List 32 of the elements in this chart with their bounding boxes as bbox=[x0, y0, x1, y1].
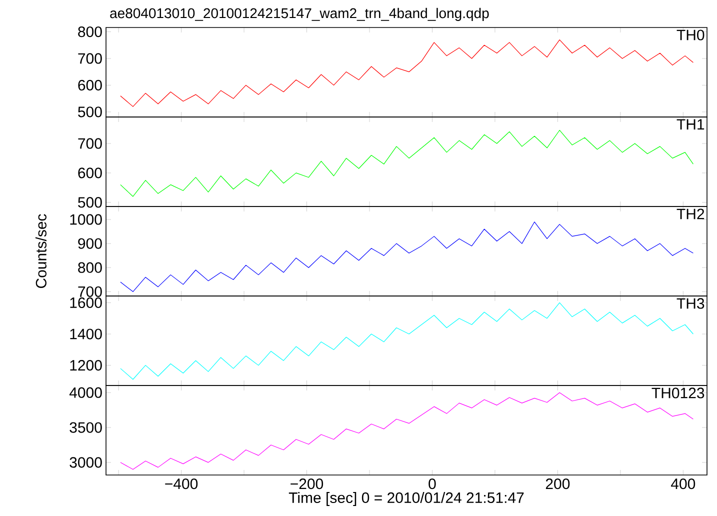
series-label: TH2 bbox=[676, 208, 704, 220]
series-label: TH3 bbox=[676, 298, 704, 309]
series-label: TH0123 bbox=[652, 388, 704, 398]
y-tick-label: 500 bbox=[78, 106, 102, 118]
x-tick-label: −200 bbox=[290, 478, 324, 490]
series-label: TH0 bbox=[676, 30, 704, 40]
y-tick-label: 700 bbox=[78, 53, 102, 64]
x-tick-label: 0 bbox=[428, 478, 436, 490]
y-tick-label: 600 bbox=[78, 168, 102, 178]
series-label: TH1 bbox=[676, 119, 704, 130]
y-tick-label: 700 bbox=[78, 138, 102, 149]
line-series bbox=[120, 39, 694, 107]
y-tick-label: 1600 bbox=[70, 297, 102, 308]
y-tick-label: 3000 bbox=[70, 457, 102, 468]
line-series bbox=[120, 222, 694, 292]
y-tick-label: 1400 bbox=[70, 328, 102, 340]
y-tick-label: 800 bbox=[78, 262, 102, 273]
y-tick-label: 3500 bbox=[70, 422, 102, 433]
y-tick-label: 900 bbox=[78, 238, 102, 249]
y-tick-label: 800 bbox=[78, 26, 102, 38]
y-tick-label: 500 bbox=[78, 197, 102, 208]
y-tick-label: 4000 bbox=[69, 387, 102, 398]
x-tick-label: −400 bbox=[165, 478, 198, 490]
x-tick-label: 400 bbox=[670, 478, 696, 490]
y-tick-label: 600 bbox=[78, 80, 102, 90]
y-tick-label: 700 bbox=[78, 286, 102, 297]
y-tick-label: 1200 bbox=[70, 360, 102, 371]
y-tick-label: 1000 bbox=[70, 214, 102, 225]
x-axis-title: Time [sec] 0 = 2010/01/24 21:51:47 bbox=[288, 492, 524, 506]
x-tick-label: 200 bbox=[546, 478, 570, 490]
chart-title: ae804013010_20100124215147_wam2_trn_4band_long.qdp bbox=[110, 8, 489, 21]
y-axis-title: Counts/sec bbox=[35, 214, 46, 288]
